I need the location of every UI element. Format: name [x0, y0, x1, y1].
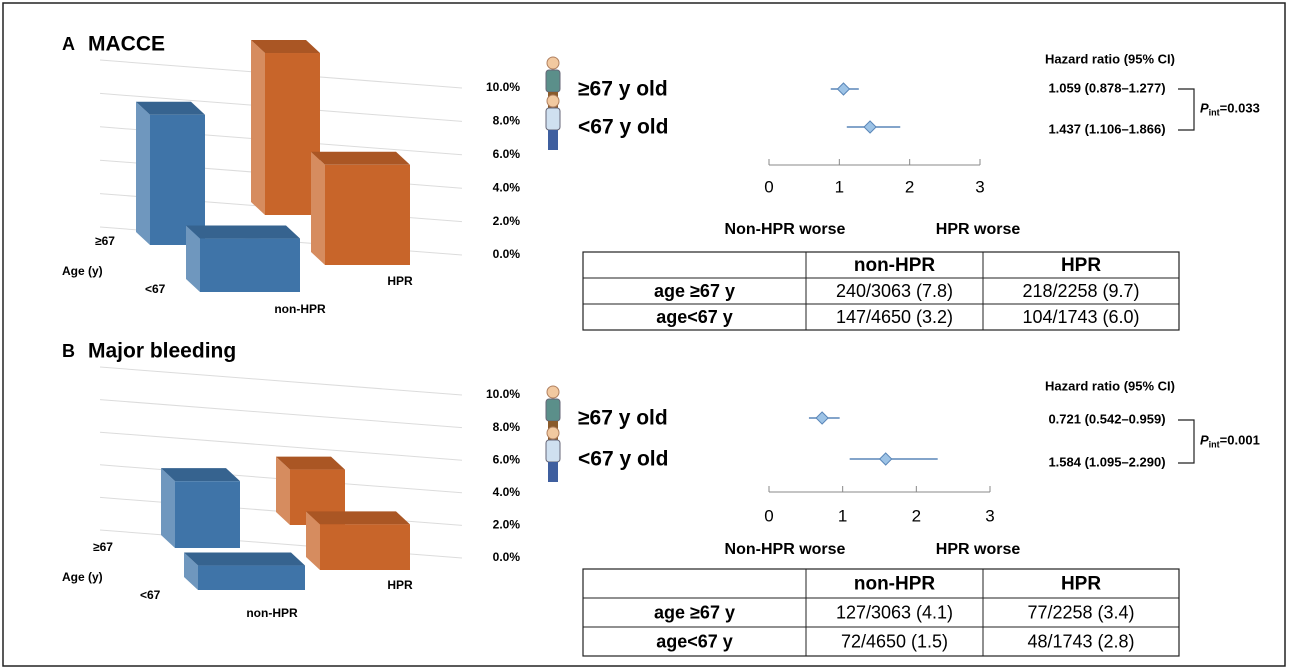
page: AMACCE0.0%2.0%4.0%6.0%8.0%10.0%≥67<67Age…	[0, 0, 1289, 670]
bar-side	[161, 468, 175, 548]
series-label: non-HPR	[274, 302, 326, 316]
series-label: HPR	[387, 274, 413, 288]
person-head	[547, 95, 559, 107]
bar-top	[311, 152, 410, 165]
bar-top	[184, 553, 305, 566]
table-cell: 218/2258 (9.7)	[1022, 281, 1139, 301]
row-label: <67 y old	[578, 116, 668, 139]
person-body	[546, 440, 560, 462]
x-tick-label: 2	[912, 506, 921, 525]
person-body	[546, 399, 560, 421]
y-tick-label: 10.0%	[486, 80, 520, 94]
bar	[198, 566, 305, 590]
person-body	[546, 70, 560, 92]
person-legs	[548, 130, 558, 150]
p-text: =0.001	[1220, 433, 1260, 448]
y-tick-label: 10.0%	[486, 387, 520, 401]
table-cell: 77/2258 (3.4)	[1027, 602, 1134, 622]
x-tick-label: 3	[975, 177, 984, 196]
bar-top	[186, 226, 300, 239]
person-head	[547, 427, 559, 439]
x-tick-label: 2	[905, 177, 914, 196]
panel-letter: A	[62, 34, 75, 54]
row-label: ≥67 y old	[578, 78, 668, 101]
row-label: ≥67 y old	[578, 407, 668, 430]
table-cell: 147/4650 (3.2)	[836, 307, 953, 327]
table-header: HPR	[1061, 255, 1101, 276]
y-tick-label: 0.0%	[493, 550, 521, 564]
axis-label: Age (y)	[62, 264, 103, 278]
table-cell: 127/3063 (4.1)	[836, 602, 953, 622]
table-cell: 72/4650 (1.5)	[841, 631, 948, 651]
y-tick-label: 8.0%	[493, 114, 521, 128]
figure: AMACCE0.0%2.0%4.0%6.0%8.0%10.0%≥67<67Age…	[0, 0, 1289, 670]
row-header: age ≥67 y	[654, 602, 735, 622]
y-tick-label: 2.0%	[493, 518, 521, 532]
row-header: age<67 y	[656, 631, 733, 651]
x-left-label: Non-HPR worse	[725, 541, 846, 558]
y-tick-label: 6.0%	[493, 147, 521, 161]
bar-side	[311, 152, 325, 265]
x-tick-label: 1	[838, 506, 847, 525]
person-legs	[548, 462, 558, 482]
table-cell: 104/1743 (6.0)	[1022, 307, 1139, 327]
bar	[200, 239, 300, 292]
x-tick-label: 0	[764, 506, 773, 525]
value-label: 1.584 (1.095–2.290)	[1048, 454, 1165, 469]
category-label: ≥67	[93, 540, 113, 554]
bar-top	[306, 511, 410, 524]
panel-title: Major bleeding	[88, 340, 236, 363]
table-header: HPR	[1061, 574, 1101, 595]
table-cell: 48/1743 (2.8)	[1027, 631, 1134, 651]
table-header: non-HPR	[854, 574, 936, 595]
p-symbol: P	[1200, 101, 1209, 116]
person-body	[546, 108, 560, 130]
series-label: non-HPR	[246, 606, 298, 620]
y-tick-label: 4.0%	[493, 485, 521, 499]
p-text: =0.033	[1220, 101, 1260, 116]
panel-letter: B	[62, 341, 75, 361]
bar-side	[136, 102, 150, 245]
y-tick-label: 6.0%	[493, 452, 521, 466]
y-tick-label: 2.0%	[493, 214, 521, 228]
bar-side	[251, 40, 265, 215]
bar	[325, 165, 410, 265]
value-label: 1.059 (0.878–1.277)	[1048, 80, 1165, 95]
y-tick-label: 8.0%	[493, 420, 521, 434]
y-tick-label: 4.0%	[493, 180, 521, 194]
person-head	[547, 386, 559, 398]
x-right-label: HPR worse	[936, 221, 1021, 238]
x-right-label: HPR worse	[936, 541, 1021, 558]
bar	[150, 115, 205, 245]
category-label: <67	[145, 282, 166, 296]
row-header: age<67 y	[656, 307, 733, 327]
person-head	[547, 57, 559, 69]
x-left-label: Non-HPR worse	[725, 221, 846, 238]
x-tick-label: 1	[835, 177, 844, 196]
series-label: HPR	[387, 578, 413, 592]
forest-header: Hazard ratio (95% CI)	[1045, 378, 1175, 393]
category-label: <67	[140, 588, 161, 602]
panel-title: MACCE	[88, 33, 165, 56]
forest-header: Hazard ratio (95% CI)	[1045, 51, 1175, 66]
table-header: non-HPR	[854, 255, 936, 276]
row-header: age ≥67 y	[654, 281, 735, 301]
x-tick-label: 3	[985, 506, 994, 525]
p-subscript: int	[1209, 108, 1220, 118]
p-symbol: P	[1200, 433, 1209, 448]
bar	[320, 524, 410, 570]
x-tick-label: 0	[764, 177, 773, 196]
bar	[175, 481, 240, 548]
p-subscript: int	[1209, 440, 1220, 450]
value-label: 1.437 (1.106–1.866)	[1048, 121, 1165, 136]
y-tick-label: 0.0%	[493, 247, 521, 261]
row-label: <67 y old	[578, 448, 668, 471]
axis-label: Age (y)	[62, 570, 103, 584]
value-label: 0.721 (0.542–0.959)	[1048, 411, 1165, 426]
category-label: ≥67	[95, 234, 115, 248]
table-cell: 240/3063 (7.8)	[836, 281, 953, 301]
